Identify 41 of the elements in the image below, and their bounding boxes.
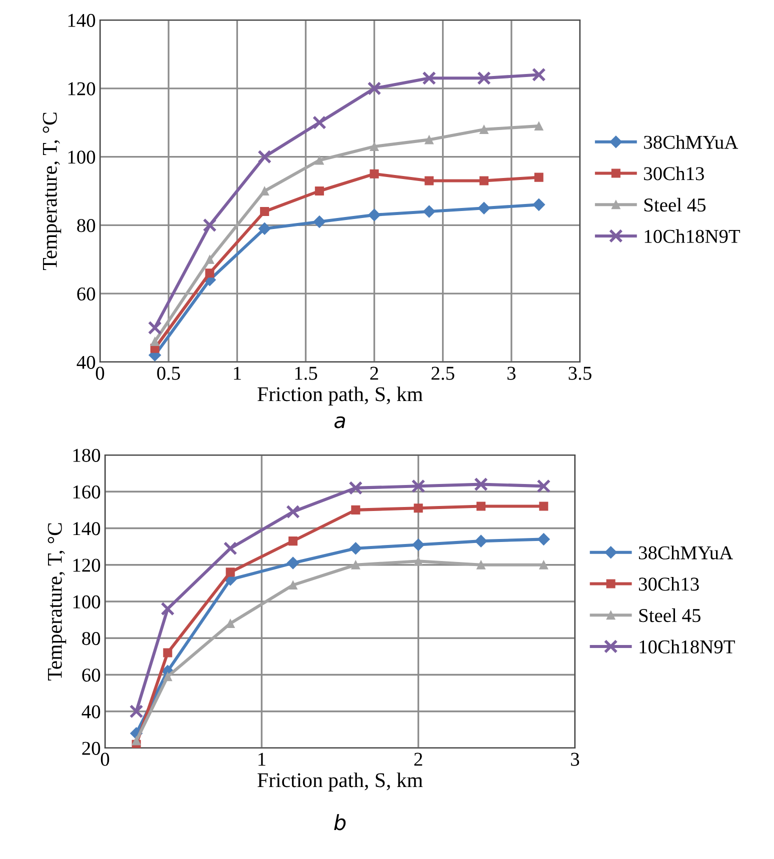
y-axis-title: Temperature, T, °C [42, 112, 62, 270]
legend-label: 30Ch13 [644, 166, 704, 180]
y-tick-label: 160 [73, 485, 100, 499]
x-tick-label: 2.5 [432, 366, 454, 380]
x-tick-label: 0 [96, 366, 104, 380]
legend-label: Steel 45 [639, 608, 700, 622]
y-tick-label: 140 [73, 522, 100, 536]
y-tick-label: 40 [82, 705, 100, 718]
y-tick-label: 120 [73, 558, 100, 572]
y-tick-label: 80 [77, 219, 96, 232]
x-tick-label: 3.5 [568, 366, 592, 380]
x-tick-label: 3 [507, 366, 516, 380]
x-axis-title: Friction path, S, km [258, 386, 423, 406]
legend-label: 10Ch18N9T [644, 229, 740, 243]
y-tick-label: 20 [82, 742, 100, 755]
text: b [334, 814, 346, 830]
y-tick-label: 140 [68, 14, 96, 27]
y-axis-title: Temperature, T, °C [48, 523, 66, 681]
legend-label: 30Ch13 [638, 577, 699, 591]
x-tick-label: 0.5 [157, 366, 180, 380]
x-tick-label: 1 [258, 752, 266, 766]
x-tick-label: 2 [370, 366, 378, 380]
y-tick-label: 100 [68, 150, 96, 164]
x-tick-label: 3 [571, 752, 580, 766]
y-tick-label: 100 [73, 595, 100, 608]
y-tick-label: 60 [77, 287, 96, 301]
y-tick-label: 80 [82, 632, 100, 646]
x-tick-label: 1 [234, 366, 241, 380]
y-tick-label: 40 [76, 356, 96, 369]
x-tick-label: 2 [414, 752, 422, 766]
legend-label: 38ChMYuA [638, 546, 733, 560]
y-tick-label: 120 [68, 82, 96, 96]
text: a [334, 416, 346, 428]
x-tick-label: 1.5 [295, 366, 318, 380]
legend-label: 10Ch18N9T [640, 640, 735, 654]
y-tick-label: 60 [82, 668, 100, 682]
x-tick-label: 0 [100, 752, 110, 766]
legend-label: 38ChMYuA [644, 135, 738, 149]
legend-label: Steel 45 [644, 198, 706, 212]
x-axis-title: Friction path, S, km [258, 772, 423, 792]
y-tick-label: 180 [73, 448, 100, 462]
